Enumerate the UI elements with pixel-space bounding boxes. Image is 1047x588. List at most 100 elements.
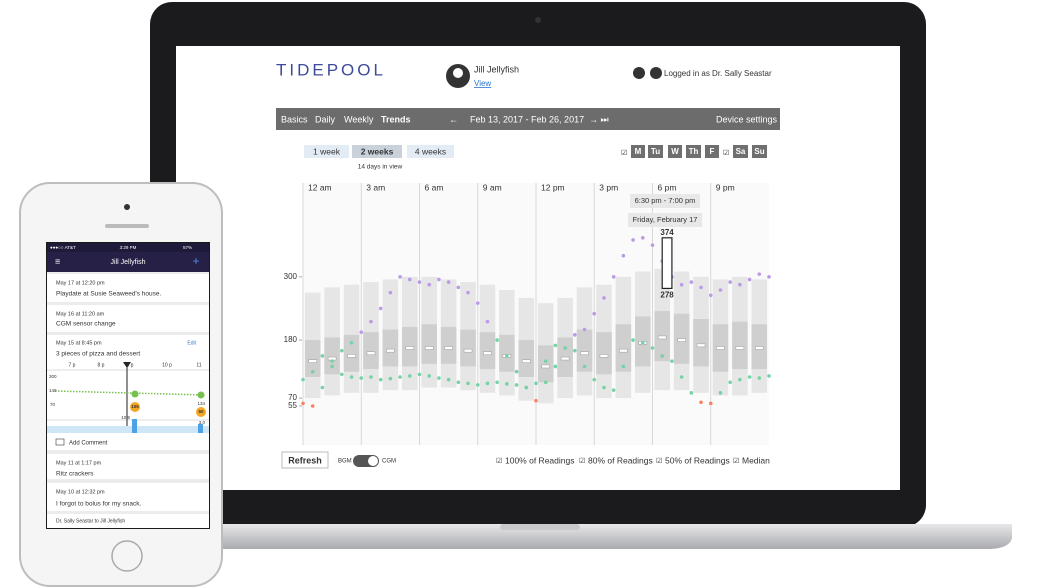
cgm-reading [611, 275, 616, 279]
median [386, 348, 395, 353]
cgm-reading [757, 272, 762, 276]
cgm-reading [369, 319, 373, 324]
weekday-button[interactable] [733, 145, 748, 158]
weekday-button[interactable] [648, 145, 663, 158]
median [677, 338, 686, 342]
laptop-notch [500, 524, 580, 530]
option-check[interactable]: ☑ [656, 457, 662, 465]
cgm-reading [417, 280, 422, 284]
care-team-icon [633, 67, 645, 79]
nav-tab[interactable]: Trends [381, 114, 411, 124]
median [696, 343, 706, 348]
range-button[interactable] [304, 145, 349, 158]
weekday-button[interactable] [668, 145, 682, 158]
cgm-reading [679, 375, 684, 379]
range-button[interactable] [352, 145, 402, 158]
note-text: CGM sensor change [56, 321, 116, 328]
cgm-reading [543, 380, 548, 385]
device-settings[interactable]: Device settings [716, 114, 778, 124]
cgm-reading [621, 253, 626, 258]
option-check[interactable]: ☑ [579, 457, 585, 465]
option-check[interactable]: ☑ [496, 457, 502, 465]
x-tick-label: 6 pm [658, 182, 677, 192]
refresh-button[interactable] [281, 451, 329, 469]
mini-label: 300 [49, 374, 57, 379]
next-arrow[interactable]: → ⏭ [589, 114, 609, 124]
nav-tab[interactable]: Daily [315, 114, 336, 124]
range-button[interactable] [407, 145, 454, 158]
toggle-cgm: CGM [382, 459, 396, 465]
note-text: Ritz crackers [56, 471, 94, 478]
note-text: I forgot to bolus for my snack. [56, 501, 141, 508]
mini-label: 50 [198, 409, 204, 414]
median [444, 346, 453, 350]
weekday-button[interactable] [631, 145, 645, 158]
note-text: 3 pieces of pizza and dessert [56, 351, 140, 358]
cgm-reading [718, 391, 723, 395]
cgm-reading [582, 327, 587, 332]
median [560, 356, 570, 361]
cgm-reading [340, 372, 344, 377]
mini-bolus [198, 424, 203, 433]
cgm-reading [592, 311, 597, 316]
carrier: ●●●○○ AT&T [50, 245, 76, 250]
cgm-reading [320, 385, 325, 390]
mini-label: 3.0 [199, 420, 206, 425]
comment-icon [55, 438, 65, 446]
cgm-reading [738, 377, 742, 382]
median [716, 346, 725, 350]
range-inner [324, 337, 340, 375]
user-icon [650, 67, 662, 79]
user-menu[interactable]: Logged in as Dr. Sally Seastar [664, 69, 772, 78]
cgm-reading [534, 398, 538, 403]
cgm-reading [767, 374, 771, 378]
weekday-button[interactable] [705, 145, 719, 158]
option-label: Median [742, 455, 770, 465]
median [347, 354, 356, 358]
cgm-reading [349, 375, 354, 379]
view-link[interactable]: View [474, 79, 491, 88]
cgm-reading [485, 381, 490, 386]
cgm-reading [689, 391, 694, 395]
weekday-check[interactable]: ☑ [621, 149, 627, 157]
range-label: 1 week [313, 146, 341, 156]
cgm-reading [417, 372, 422, 377]
nav-tab[interactable]: Basics [281, 114, 308, 124]
date-range: Feb 13, 2017 - Feb 26, 2017 [470, 114, 584, 124]
mini-bolus [132, 419, 137, 433]
range-label: 2 weeks [361, 146, 394, 156]
weekday-label: F [710, 147, 715, 156]
cgm-reading [699, 400, 703, 405]
mini-basal [47, 426, 209, 433]
add-comment[interactable]: Add Comment [69, 441, 108, 447]
note-card [47, 274, 209, 302]
range-label: 4 weeks [415, 146, 446, 156]
camera [535, 17, 541, 23]
prev-arrow[interactable]: ← [449, 114, 458, 124]
cgm-reading [514, 369, 519, 374]
cgm-reading [475, 383, 480, 387]
nav-tab[interactable]: Weekly [344, 114, 374, 124]
cgm-reading [670, 359, 674, 363]
cgm-reading [611, 388, 616, 392]
weekend-check[interactable]: ☑ [723, 149, 729, 157]
edit-link[interactable]: Edit [187, 340, 196, 346]
menu-icon[interactable]: ≡ [55, 256, 60, 266]
cgm-reading [708, 293, 713, 298]
cgm-reading [650, 243, 655, 247]
option-check[interactable]: ☑ [733, 457, 739, 465]
home-button[interactable] [111, 540, 143, 572]
x-tick-label: 9 pm [716, 182, 735, 192]
weekday-label: M [635, 147, 642, 156]
y-tick-label: 300 [284, 272, 298, 281]
add-icon[interactable]: + [192, 254, 199, 268]
cgm-reading [359, 330, 364, 334]
cgm-reading [320, 354, 325, 358]
cgm-reading [767, 275, 771, 279]
laptop-base [130, 524, 1012, 549]
mini-label: 10.5 [121, 415, 130, 420]
weekday-button[interactable] [752, 145, 767, 158]
weekday-button[interactable] [686, 145, 701, 158]
cgm-reading [631, 338, 635, 342]
